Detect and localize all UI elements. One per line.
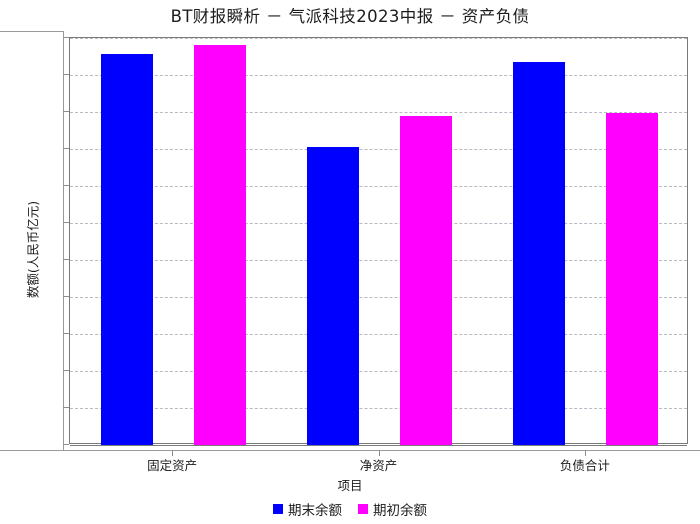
y-tick-mark	[63, 296, 69, 297]
legend-swatch-icon	[273, 504, 283, 514]
bar-负债合计-期初余额	[606, 112, 659, 445]
bar-固定资产-期末余额	[100, 53, 153, 445]
plot-area	[69, 37, 688, 446]
y-tick-mark	[63, 185, 69, 186]
gridline	[70, 75, 687, 76]
legend-label: 期初余额	[373, 503, 427, 519]
y-tick-mark	[63, 370, 69, 371]
y-tick-mark	[63, 259, 69, 260]
y-tick-mark	[63, 148, 69, 149]
legend-item-期初余额[interactable]: 期初余额	[358, 499, 427, 519]
chart-title: BT财报瞬析 － 气派科技2023中报 － 资产负债	[170, 7, 530, 26]
x-tick-label: 净资产	[359, 458, 398, 473]
gridline	[70, 371, 687, 372]
gridline	[70, 149, 687, 150]
bar-固定资产-期初余额	[193, 45, 246, 445]
y-tick-mark	[63, 37, 69, 38]
gridline	[70, 260, 687, 261]
gridline	[70, 445, 687, 446]
chart-legend: 期末余额 期初余额	[0, 499, 700, 519]
x-tick-label: 固定资产	[147, 458, 198, 473]
gridline	[70, 186, 687, 187]
x-axis-label: 项目	[337, 478, 363, 493]
x-tick-mark	[172, 450, 174, 456]
gridline	[70, 38, 687, 39]
gridline	[70, 223, 687, 224]
outer-frame-left	[63, 31, 64, 450]
y-tick-mark	[63, 74, 69, 75]
x-tick-mark	[378, 450, 380, 456]
gridline	[70, 112, 687, 113]
bar-净资产-期初余额	[400, 116, 452, 445]
x-tick-label: 负债合计	[559, 458, 610, 473]
outer-frame-top	[0, 31, 63, 32]
legend-item-期末余额[interactable]: 期末余额	[273, 499, 342, 519]
y-tick-mark	[63, 222, 69, 223]
legend-label: 期末余额	[288, 503, 342, 519]
gridline	[70, 297, 687, 298]
y-tick-mark	[63, 407, 69, 408]
y-tick-mark	[63, 333, 69, 334]
y-tick-mark	[63, 444, 69, 445]
bar-负债合计-期末余额	[513, 62, 566, 445]
gridline	[70, 334, 687, 335]
bar-净资产-期末余额	[307, 146, 359, 445]
outer-frame-bottom	[0, 450, 700, 451]
y-axis-label: 数额(人民币亿元)	[25, 200, 41, 299]
gridline	[70, 408, 687, 409]
y-tick-mark	[63, 111, 69, 112]
legend-swatch-icon	[358, 504, 368, 514]
x-tick-mark	[584, 450, 586, 456]
